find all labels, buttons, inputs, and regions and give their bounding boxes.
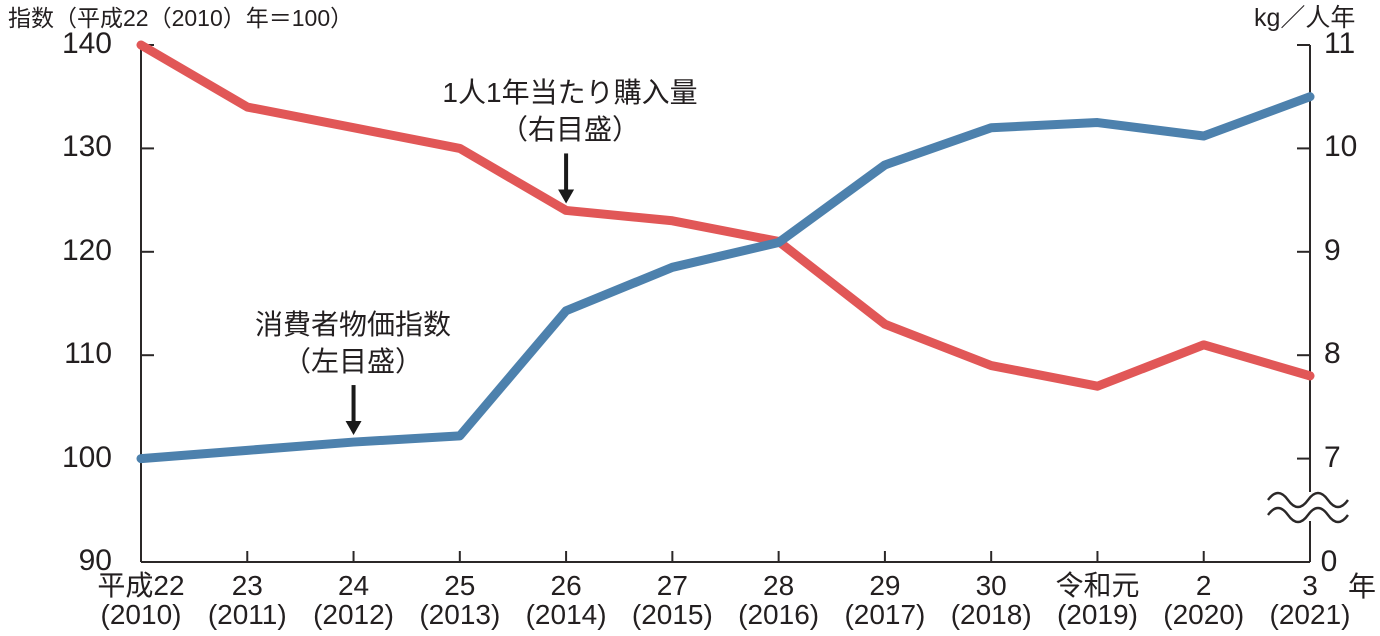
x-axis-label-era: 2 [1195,570,1212,601]
left-axis-tick-label: 140 [61,27,112,60]
x-axis-label-era: 23 [231,570,263,601]
x-axis-label-year: (2012) [313,599,394,630]
x-axis-label-year: (2013) [419,599,501,630]
axis-break-wave-1 [1267,491,1349,509]
x-axis-label-year: (2014) [525,599,607,630]
x-axis-label-year: (2010) [100,599,182,630]
x-axis-label-year: (2011) [207,599,287,630]
right-axis-tick-label: 11 [1324,27,1356,60]
axis-break-wave-2 [1267,506,1349,524]
right-axis-tick-label: 9 [1324,233,1341,267]
purchase-line [136,40,1315,391]
x-axis-label-year: (2021) [1269,599,1351,630]
right-axis-tick-label: 10 [1324,130,1358,164]
x-axis-label-era: 24 [337,570,370,601]
cpi-line [136,92,1315,464]
left-axis-tick-label: 90 [78,544,112,577]
x-axis-label-year: (2015) [631,599,713,630]
right-axis-tick-label: 8 [1324,337,1341,371]
x-axis-label-era: 平成22 [97,570,185,601]
right-axis-zero-label: 0 [1320,545,1338,578]
annotation-purchase: 1人1年当たり購入量 （右目盛） [442,74,697,148]
right-axis-tick-label: 7 [1324,440,1341,474]
left-axis-title: 指数（平成22（2010）年＝100） [8,5,354,31]
x-axis-label-era: 3 [1302,570,1318,601]
x-axis-label-year: (2016) [738,599,820,630]
x-axis-label-era: 26 [550,570,582,601]
x-axis-label-era: 29 [869,570,901,601]
x-axis-unit-label: 年 [1348,571,1377,602]
x-axis-label-era: 27 [656,570,688,601]
left-axis-tick-label: 130 [61,130,112,164]
annotation-arrowhead-purchase [558,189,575,204]
x-axis-label-era: 30 [975,570,1007,601]
x-axis-label-era: 令和元 [1055,570,1140,601]
annotation-cpi: 消費者物価指数 （左目盛） [255,306,451,380]
x-axis-label-era: 25 [444,570,476,601]
annotation-arrowhead-cpi [345,421,362,436]
x-axis-label-year: (2019) [1056,599,1138,630]
x-axis-label-era: 28 [763,570,795,601]
left-axis-tick-label: 100 [61,440,112,474]
annotation-cpi-line1: 消費者物価指数 [254,309,452,340]
annotation-purchase-line2: （右目盛） [499,114,640,145]
x-axis-label-year: (2018) [950,599,1032,630]
x-axis-label-year: (2020) [1163,599,1245,630]
left-axis-tick-label: 110 [64,337,112,371]
left-axis-tick-label: 120 [61,233,112,267]
x-axis-label-year: (2017) [844,599,926,630]
annotation-cpi-line2: （左目盛） [282,346,424,377]
right-axis-title: kg／人年 [1254,4,1356,32]
annotation-purchase-line1: 1人1年当たり購入量 [442,77,698,108]
